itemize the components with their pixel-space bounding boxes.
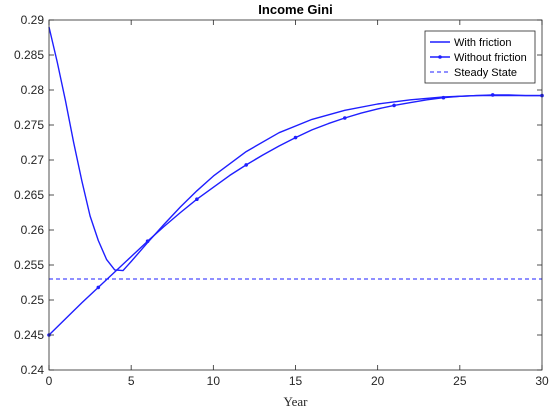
y-tick-label: 0.265 — [14, 188, 44, 202]
y-tick-label: 0.245 — [14, 328, 44, 342]
series-point-without-friction — [441, 95, 446, 100]
series-point-without-friction — [195, 197, 199, 201]
series-layer — [47, 26, 544, 337]
legend-label: Steady State — [454, 67, 517, 79]
x-tick-label: 25 — [453, 374, 467, 388]
y-tick-label: 0.255 — [14, 258, 44, 272]
legend-label: With friction — [454, 37, 511, 49]
series-line-with-friction — [48, 26, 542, 272]
y-tick-label: 0.25 — [21, 293, 45, 307]
series-point-without-friction — [392, 103, 396, 108]
series-point-without-friction — [490, 93, 495, 97]
x-tick-label: 10 — [207, 374, 221, 388]
chart-title: Income Gini — [258, 2, 332, 17]
y-tick-label: 0.275 — [14, 118, 44, 132]
legend-marker — [438, 55, 442, 59]
legend: With friction Without friction Steady Stat… — [424, 30, 536, 84]
x-tick-label: 20 — [371, 374, 385, 388]
x-tick-label: 0 — [46, 374, 53, 388]
y-tick-label: 0.26 — [21, 223, 45, 237]
y-tick-label: 0.285 — [14, 48, 44, 62]
series-point-without-friction — [343, 116, 347, 120]
series-point-without-friction — [145, 239, 150, 243]
y-tick-label: 0.27 — [21, 153, 45, 167]
y-tick-label: 0.24 — [21, 363, 45, 377]
series-point-without-friction — [293, 135, 298, 140]
x-tick-label: 5 — [128, 374, 135, 388]
legend-label: Without friction — [454, 52, 527, 64]
series-point-without-friction — [244, 163, 248, 167]
axes: 0 5 10 15 20 25 30 0.24 0.245 0.25 0.255 0.26 0.265 0… — [14, 13, 549, 388]
y-tick-label: 0.28 — [21, 83, 45, 97]
x-tick-label: 15 — [289, 374, 303, 388]
y-tick-label: 0.29 — [21, 13, 45, 27]
x-axis-label: Year — [284, 394, 309, 409]
series-point-without-friction — [96, 285, 101, 290]
x-tick-label: 30 — [535, 374, 549, 388]
